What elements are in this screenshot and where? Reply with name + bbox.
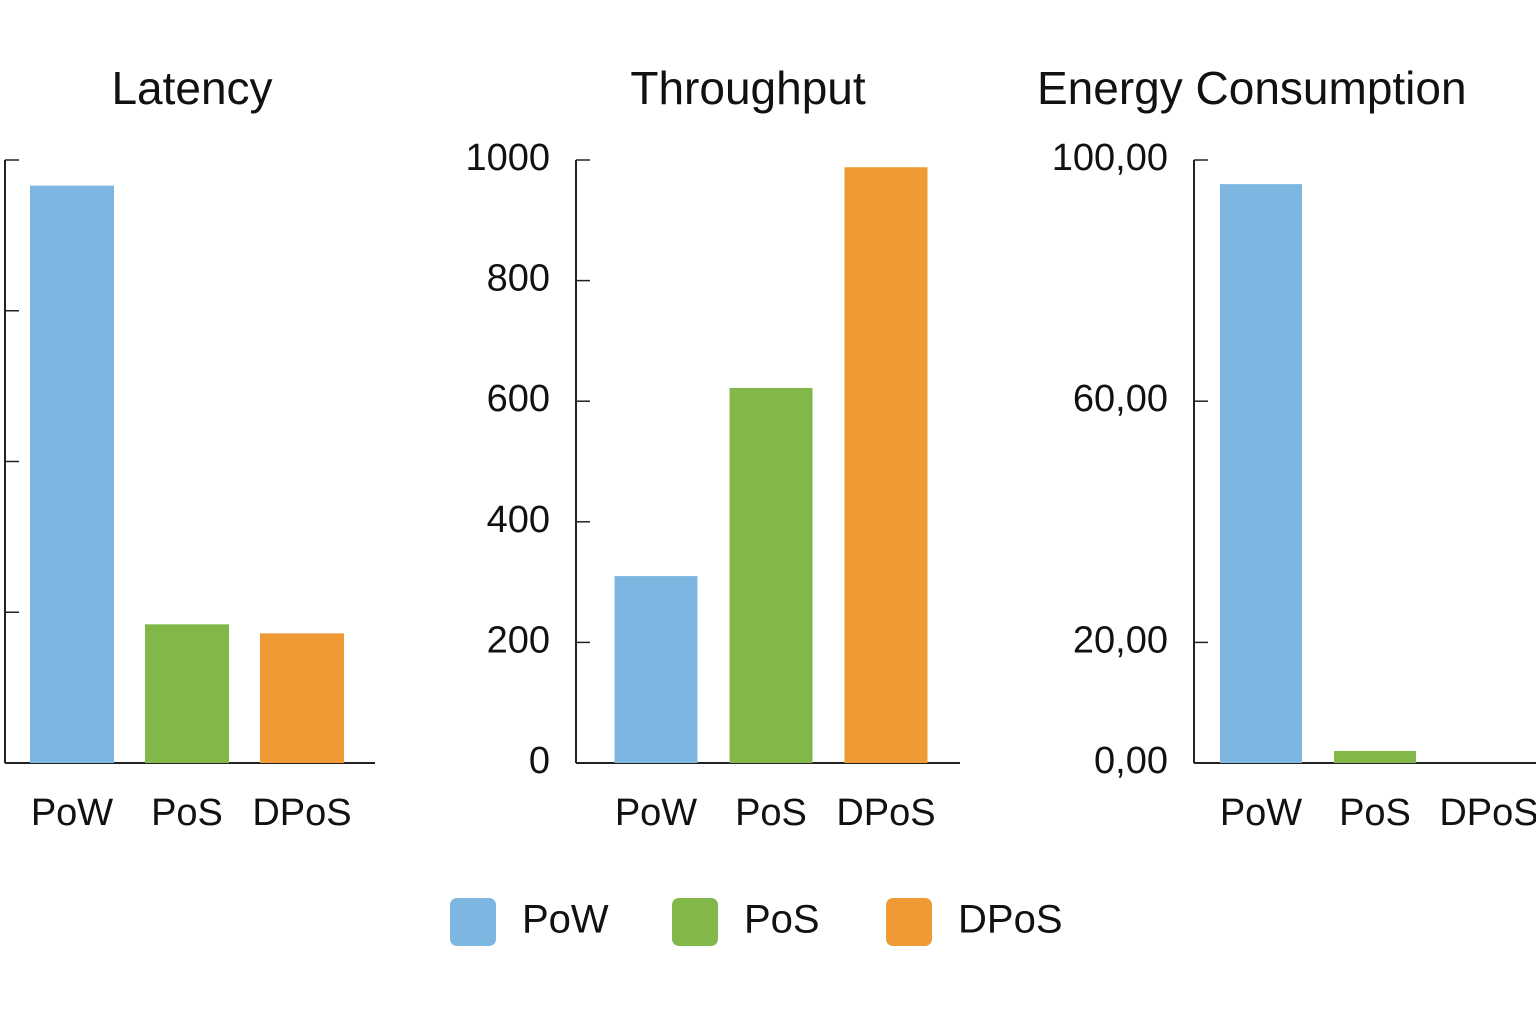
x-tick-label: PoW (615, 792, 697, 834)
y-tick-label: 0,00 (1094, 740, 1168, 782)
x-tick-label: PoW (31, 792, 113, 834)
y-tick-label: 200 (487, 619, 550, 661)
legend-swatch (672, 898, 718, 946)
y-tick-label: 800 (487, 258, 550, 300)
bar (30, 185, 114, 763)
legend-swatch (886, 898, 932, 946)
legend-swatch (450, 898, 496, 946)
y-tick-label: 60,00 (1073, 378, 1168, 420)
y-tick-label: 600 (487, 378, 550, 420)
bar (729, 387, 813, 763)
y-tick-label: 0 (529, 740, 550, 782)
legend-label: PoW (522, 898, 609, 942)
y-tick-label: 100,00 (1052, 137, 1168, 179)
x-tick-label: PoW (1220, 792, 1302, 834)
y-tick-label: 20,00 (1073, 619, 1168, 661)
x-tick-label: DPoS (252, 792, 351, 834)
y-tick-label: 400 (487, 499, 550, 541)
y-tick-label: 1000 (465, 137, 550, 179)
x-tick-label: DPoS (836, 792, 935, 834)
chart-title: Throughput (630, 62, 865, 114)
x-tick-label: DPoS (1439, 792, 1536, 834)
x-tick-label: PoS (1339, 792, 1411, 834)
bar (1334, 750, 1416, 763)
bar (844, 167, 928, 764)
bar (260, 633, 344, 763)
legend-label: PoS (744, 898, 820, 942)
x-tick-label: PoS (151, 792, 223, 834)
legend-label: DPoS (958, 898, 1063, 942)
chart-title: Latency (111, 62, 272, 114)
bar (145, 624, 229, 763)
x-tick-label: PoS (735, 792, 807, 834)
bar (1220, 184, 1302, 763)
bar (614, 576, 698, 763)
chart-title: Energy Consumption (1037, 62, 1467, 114)
